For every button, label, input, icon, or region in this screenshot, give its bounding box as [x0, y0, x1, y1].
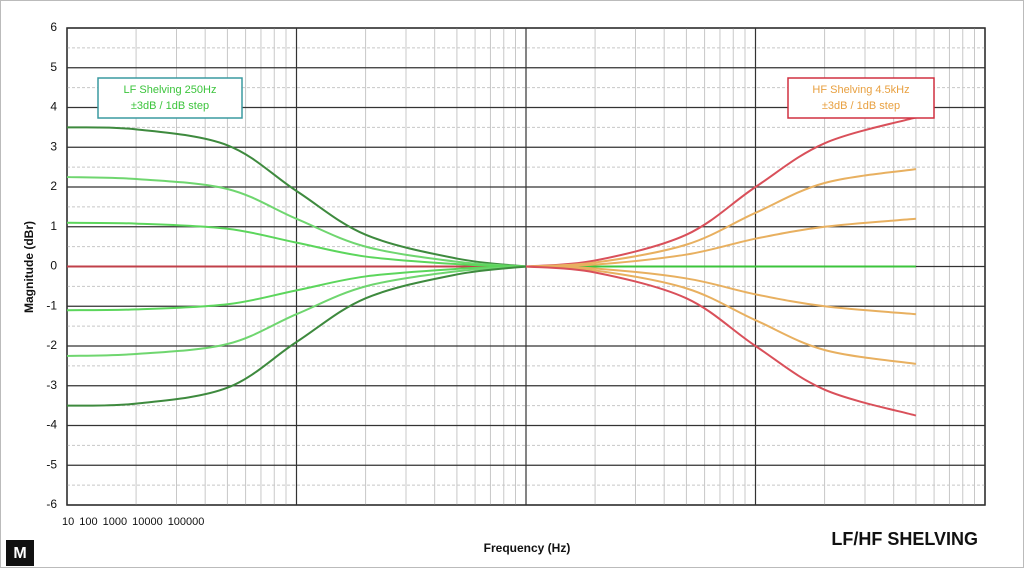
curve: [525, 265, 917, 316]
y-tick-label: 4: [50, 100, 57, 114]
x-tick-label: 100: [79, 516, 97, 528]
curve: [525, 217, 917, 268]
curve: [66, 265, 527, 357]
x-tick-label: 1000: [103, 516, 127, 528]
curve: [525, 265, 917, 365]
x-tick-label: 10: [62, 516, 74, 528]
curve: [525, 265, 917, 417]
curve: [66, 126, 527, 268]
y-tick-label: 3: [50, 139, 57, 153]
hf-box: [787, 77, 935, 119]
logo: M: [13, 545, 26, 562]
annotation: LF Shelving 250Hz: [124, 84, 217, 96]
y-tick-label: -3: [46, 378, 57, 392]
logo-box: [6, 540, 34, 566]
curve: [525, 168, 917, 268]
y-tick-label: -4: [46, 418, 57, 432]
y-tick-label: 5: [50, 60, 57, 74]
annotation: ±3dB / 1dB step: [822, 100, 900, 112]
x-tick-label: 100000: [168, 516, 205, 528]
annotation: HF Shelving 4.5kHz: [812, 84, 909, 96]
y-tick-label: 2: [50, 179, 57, 193]
y-tick-label: 6: [50, 20, 57, 34]
y-axis-label: Magnitude (dBr): [22, 221, 36, 313]
y-tick-label: 1: [50, 219, 57, 233]
lines: [66, 116, 917, 417]
y-tick-label: -6: [46, 497, 57, 511]
lf-box: [97, 77, 243, 119]
curve: [66, 265, 527, 312]
curve: [66, 265, 527, 407]
grid: [66, 27, 986, 506]
y-tick-label: -1: [46, 298, 57, 312]
x-axis-label: Frequency (Hz): [484, 541, 571, 555]
annotation: ±3dB / 1dB step: [131, 100, 209, 112]
chart-title: LF/HF SHELVING: [831, 529, 978, 549]
curve: [66, 176, 527, 268]
y-tick-label: -5: [46, 457, 57, 471]
x-tick-labels: 10 100 1000 10000 100000: [62, 516, 204, 528]
curve: [66, 221, 527, 268]
y-tick-label: 0: [50, 259, 57, 273]
y-tick-label: -2: [46, 338, 57, 352]
curve: [525, 116, 917, 268]
x-tick-label: 10000: [132, 516, 163, 528]
